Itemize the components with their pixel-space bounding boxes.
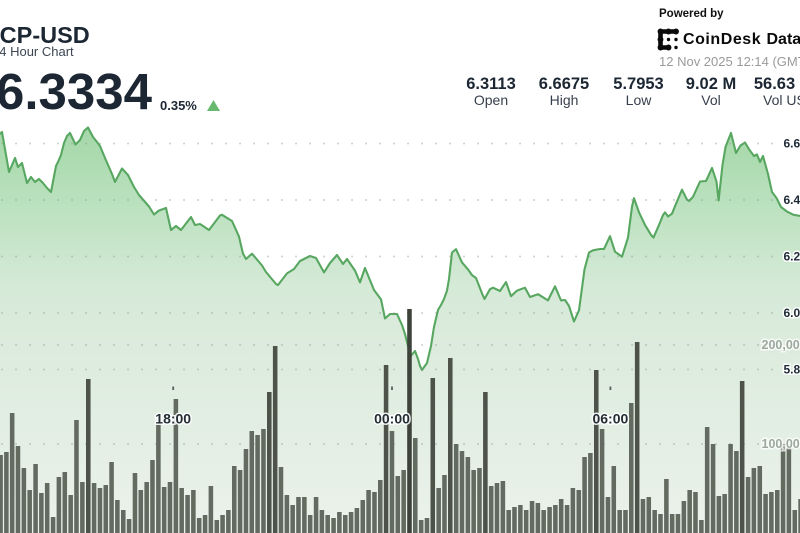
svg-text:06:00: 06:00 xyxy=(592,410,628,426)
svg-text:200,000: 200,000 xyxy=(762,338,800,352)
svg-text:18:00: 18:00 xyxy=(155,410,191,426)
svg-text:6.2: 6.2 xyxy=(784,250,800,264)
svg-text:6.6: 6.6 xyxy=(784,137,800,151)
svg-text:00:00: 00:00 xyxy=(374,410,410,426)
svg-text:5.8: 5.8 xyxy=(784,363,800,377)
svg-text:6.0: 6.0 xyxy=(784,306,800,320)
svg-text:6.4: 6.4 xyxy=(784,193,800,207)
svg-text:100,000: 100,000 xyxy=(762,437,800,451)
